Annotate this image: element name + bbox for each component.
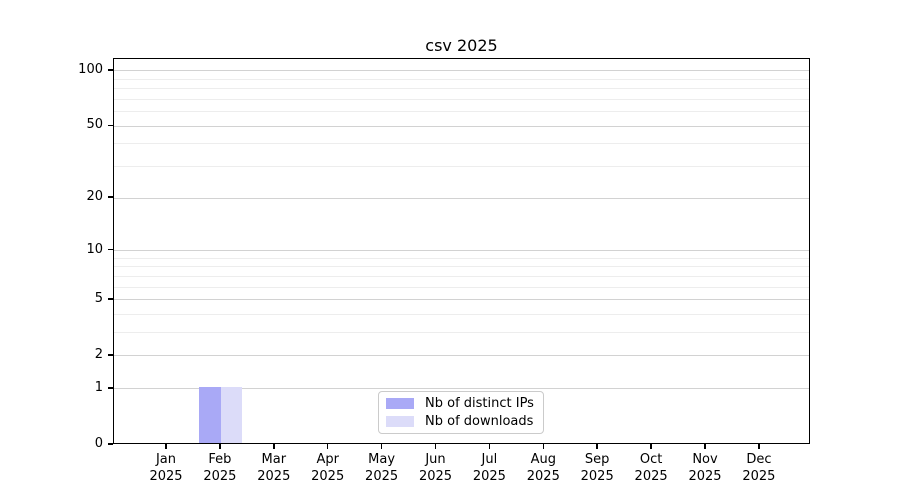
y-gridline-major <box>114 355 809 357</box>
x-tick-mark <box>542 444 545 449</box>
y-tick-label: 20 <box>86 189 103 205</box>
x-tick-label: Dec 2025 <box>742 452 776 484</box>
x-tick-mark <box>596 444 598 449</box>
x-tick-mark <box>326 444 329 449</box>
y-tick-mark <box>107 443 113 445</box>
y-gridline-minor <box>114 314 809 316</box>
y-tick-mark <box>107 298 113 300</box>
x-tick-label: Apr 2025 <box>311 452 345 484</box>
bars-layer <box>114 59 809 443</box>
y-tick-mark <box>107 354 113 356</box>
grid-layer <box>114 59 809 443</box>
y-tick-label: 10 <box>86 241 103 257</box>
legend-swatch-distinct-ips <box>386 398 414 409</box>
y-gridline-minor <box>114 275 809 277</box>
y-gridline-minor <box>114 98 809 100</box>
y-tick-label: 50 <box>86 117 103 133</box>
x-tick-label: Jan 2025 <box>149 452 183 484</box>
y-tick-label: 0 <box>94 436 103 451</box>
y-gridline-major <box>114 197 809 199</box>
plot-area <box>113 58 810 444</box>
y-tick-mark <box>107 387 113 389</box>
y-gridline-major <box>114 388 809 390</box>
legend: Nb of distinct IPs Nb of downloads <box>378 391 544 434</box>
x-tick-label: Oct 2025 <box>634 452 668 484</box>
x-tick-mark <box>650 444 652 449</box>
legend-item-distinct-ips: Nb of distinct IPs <box>386 396 536 412</box>
legend-label-distinct-ips: Nb of distinct IPs <box>425 395 534 411</box>
x-tick-mark <box>273 444 275 449</box>
y-gridline-minor <box>114 332 809 334</box>
x-tick-label: Nov 2025 <box>688 452 722 484</box>
y-tick-mark <box>107 124 113 127</box>
y-gridline-minor <box>114 286 809 288</box>
x-tick-label: Aug 2025 <box>526 452 560 484</box>
y-gridline-major <box>114 299 809 301</box>
y-tick-label: 1 <box>94 379 103 395</box>
x-tick-mark <box>704 444 706 449</box>
y-gridline-major <box>114 250 809 252</box>
y-gridline-minor <box>114 257 809 259</box>
y-gridline-minor <box>114 88 809 90</box>
x-tick-mark <box>488 444 491 449</box>
x-tick-label: Jun 2025 <box>418 452 453 484</box>
y-gridline-minor <box>114 111 809 113</box>
legend-label-downloads: Nb of downloads <box>425 413 534 429</box>
x-tick-mark <box>219 444 221 449</box>
x-tick-mark <box>758 444 760 449</box>
x-tick-mark <box>434 444 437 449</box>
x-tick-mark <box>380 444 383 449</box>
chart-title: csv 2025 <box>425 36 498 55</box>
y-tick-label: 2 <box>94 346 103 362</box>
x-tick-label: Feb 2025 <box>203 452 237 484</box>
y-gridline-minor <box>114 166 809 168</box>
y-gridline-major <box>114 125 809 127</box>
y-gridline-minor <box>114 78 809 80</box>
bar-nb-of-distinct-ips <box>199 386 221 443</box>
y-tick-label: 100 <box>78 61 103 77</box>
x-tick-label: Sep 2025 <box>580 452 614 484</box>
legend-swatch-downloads <box>386 416 414 427</box>
y-gridline-minor <box>114 143 809 145</box>
x-tick-mark <box>165 444 167 449</box>
legend-item-downloads: Nb of downloads <box>386 414 536 430</box>
y-gridline-minor <box>114 266 809 268</box>
y-tick-label: 5 <box>94 290 103 306</box>
y-tick-mark <box>107 69 113 71</box>
bar-nb-of-downloads <box>220 386 243 443</box>
x-tick-label: Jul 2025 <box>472 452 506 484</box>
x-tick-label: May 2025 <box>365 452 399 484</box>
y-tick-mark <box>107 196 113 198</box>
x-tick-label: Mar 2025 <box>257 452 291 484</box>
y-tick-mark <box>107 248 113 251</box>
y-gridline-major <box>114 70 809 72</box>
